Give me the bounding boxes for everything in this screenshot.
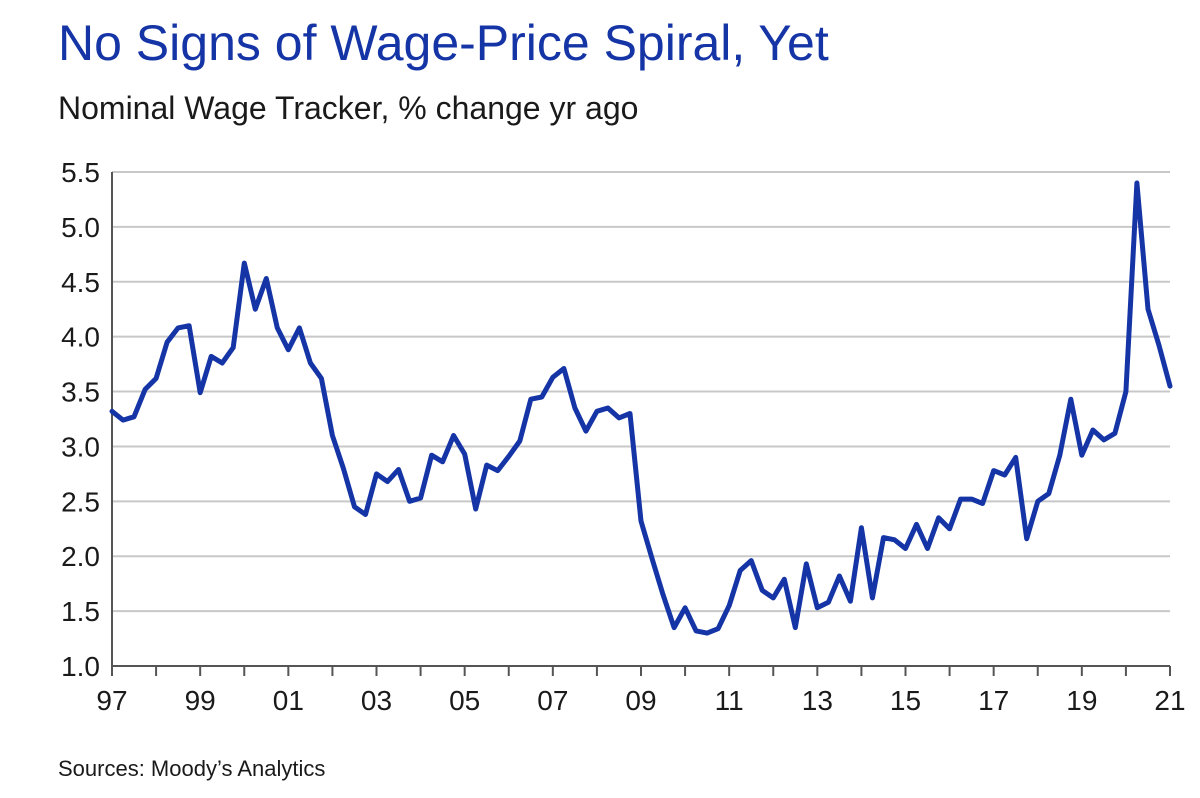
y-tick-label: 3.5 <box>61 377 100 408</box>
x-tick-label: 17 <box>978 685 1009 716</box>
y-tick-label: 5.5 <box>61 157 100 188</box>
axes <box>111 172 1171 676</box>
x-tick-label: 99 <box>185 685 216 716</box>
x-tick-label: 05 <box>449 685 480 716</box>
chart-subtitle: Nominal Wage Tracker, % change yr ago <box>58 90 639 126</box>
y-tick-label: 3.0 <box>61 431 100 462</box>
source-note: Sources: Moody’s Analytics <box>58 756 326 781</box>
y-tick-label: 2.0 <box>61 541 100 572</box>
series-line-wage-tracker <box>109 180 1173 636</box>
x-tick-label: 15 <box>890 685 921 716</box>
x-tick-label: 03 <box>361 685 392 716</box>
y-tick-label: 5.0 <box>61 212 100 243</box>
x-tick-label: 11 <box>715 685 744 716</box>
y-tick-label: 2.5 <box>61 486 100 517</box>
x-tick-label: 19 <box>1066 685 1097 716</box>
y-tick-labels: 1.0 1.5 2.0 2.5 3.0 3.5 4.0 4.5 5.0 5.5 <box>61 157 100 682</box>
chart-title: No Signs of Wage-Price Spiral, Yet <box>58 15 829 71</box>
x-tick-label: 07 <box>537 685 568 716</box>
y-tick-label: 4.0 <box>61 322 100 353</box>
x-tick-label: 01 <box>273 685 304 716</box>
x-tick-labels: 97 99 01 03 05 07 09 11 13 15 17 19 21 <box>96 685 1185 716</box>
series <box>109 180 1173 636</box>
y-tick-label: 1.5 <box>61 596 100 627</box>
x-tick-label: 97 <box>96 685 127 716</box>
gridlines <box>112 171 1170 613</box>
x-tick-label: 21 <box>1154 685 1185 716</box>
x-tick-label: 13 <box>802 685 833 716</box>
y-tick-label: 4.5 <box>61 267 100 298</box>
y-tick-label: 1.0 <box>61 651 100 682</box>
x-tick-label: 09 <box>625 685 656 716</box>
